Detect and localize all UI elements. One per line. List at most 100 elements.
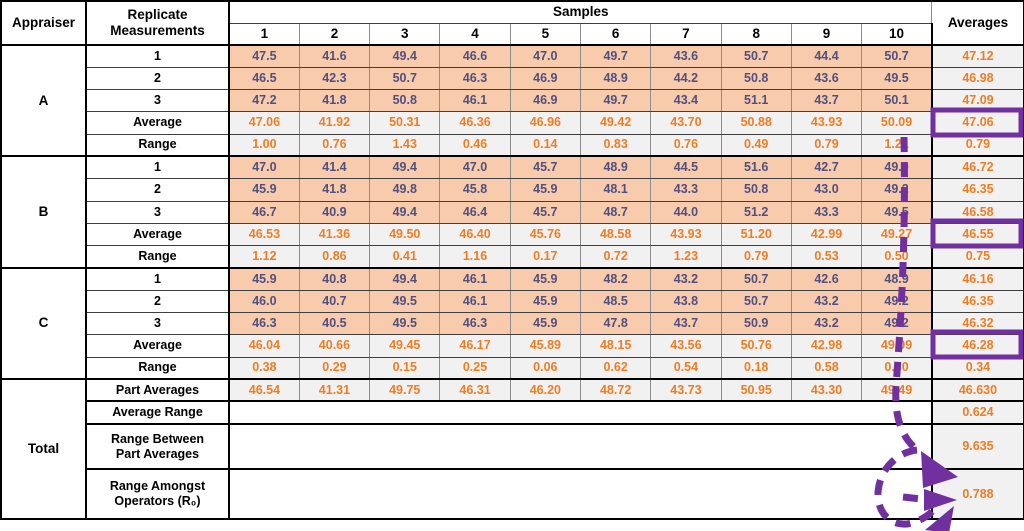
measurement-cell: 42.6 <box>790 266 863 291</box>
measurement-cell: 46.4 <box>439 200 511 224</box>
stat-cell: 46.31 <box>439 378 511 402</box>
row-label: 2 <box>85 289 230 314</box>
measurement-cell: 49.2 <box>861 312 933 336</box>
measurement-cell: 42.3 <box>298 66 371 91</box>
col-header-sample-8: 8 <box>720 22 792 46</box>
measurement-cell: 45.9 <box>509 312 581 336</box>
measurement-cell: 50.9 <box>720 312 792 336</box>
stat-cell: 0.50 <box>861 245 933 269</box>
measurement-cell: 45.9 <box>509 289 581 314</box>
row-label: Average Range <box>85 400 230 425</box>
measurement-cell: 46.6 <box>439 43 511 68</box>
table-body: A 1 47.5 41.6 49.4 46.6 47.0 49.7 43.6 50.7 44.4 50… <box>0 43 1024 520</box>
measurement-cell: 40.9 <box>298 200 371 224</box>
measurement-cell: 47.0 <box>509 43 581 68</box>
measurement-cell: 50.8 <box>720 66 792 91</box>
stat-cell: 46.40 <box>439 222 511 247</box>
measurement-cell: 45.9 <box>228 266 300 291</box>
measurement-cell: 46.7 <box>228 200 300 224</box>
row-label: Part Averages <box>85 378 230 402</box>
stat-cell: 41.36 <box>298 222 371 247</box>
row-label: 3 <box>85 200 230 224</box>
stat-cell: 0.41 <box>369 245 441 269</box>
average-cell: 46.16 <box>930 266 1024 291</box>
average-cell: 46.55 <box>930 222 1024 247</box>
stat-cell: 0.53 <box>790 245 863 269</box>
col-header-sample-3: 3 <box>369 22 441 46</box>
measurement-cell: 45.9 <box>509 266 581 291</box>
measurement-cell: 48.9 <box>579 66 652 91</box>
measurement-cell: 48.9 <box>579 155 652 180</box>
measurement-cell: 47.8 <box>579 312 652 336</box>
average-cell: 46.35 <box>930 178 1024 202</box>
measurement-cell: 47.5 <box>228 43 300 68</box>
measurement-cell: 42.7 <box>790 155 863 180</box>
measurement-cell: 40.5 <box>298 312 371 336</box>
col-header-sample-9: 9 <box>790 22 863 46</box>
stat-cell: 45.76 <box>509 222 581 247</box>
average-cell: 46.58 <box>930 200 1024 224</box>
measurement-cell: 43.2 <box>790 312 863 336</box>
row-label: 1 <box>85 266 230 291</box>
stat-cell: 0.25 <box>439 356 511 380</box>
stat-cell: 0.29 <box>298 356 371 380</box>
measurement-cell: 49.2 <box>861 289 933 314</box>
measurement-cell: 46.0 <box>228 289 300 314</box>
stat-cell: 40.66 <box>298 334 371 358</box>
stat-cell: 50.09 <box>861 111 933 135</box>
measurement-cell: 49.2 <box>861 178 933 202</box>
measurement-cell: 40.8 <box>298 266 371 291</box>
col-header-sample-5: 5 <box>509 22 581 46</box>
measurement-cell: 43.4 <box>650 89 722 113</box>
measurement-cell: 45.9 <box>509 178 581 202</box>
measurement-cell: 48.9 <box>861 266 933 291</box>
average-cell: 46.72 <box>930 155 1024 180</box>
average-cell: 0.624 <box>930 400 1024 425</box>
stat-cell: 49.42 <box>579 111 652 135</box>
stat-cell: 43.30 <box>790 378 863 402</box>
measurement-cell: 49.8 <box>369 178 441 202</box>
stat-cell: 50.88 <box>720 111 792 135</box>
stat-cell: 1.21 <box>861 133 933 157</box>
measurement-cell: 49.7 <box>579 43 652 68</box>
measurement-cell: 43.3 <box>790 200 863 224</box>
row-label: Range <box>85 356 230 380</box>
average-cell: 46.35 <box>930 289 1024 314</box>
measurement-cell: 45.7 <box>509 155 581 180</box>
stat-cell: 47.06 <box>228 111 300 135</box>
measurement-cell: 49.5 <box>861 66 933 91</box>
row-label: Range Amongst Operators (R₀) <box>85 468 230 520</box>
measurement-cell: 46.5 <box>228 66 300 91</box>
stat-cell: 0.62 <box>579 356 652 380</box>
measurement-cell: 45.8 <box>439 178 511 202</box>
row-label: Average <box>85 334 230 358</box>
measurement-cell: 43.3 <box>650 178 722 202</box>
stat-cell: 45.89 <box>509 334 581 358</box>
average-cell: 0.34 <box>930 356 1024 380</box>
stat-cell: 1.23 <box>650 245 722 269</box>
measurement-cell: 43.6 <box>650 43 722 68</box>
measurement-cell: 43.2 <box>650 266 722 291</box>
stat-cell: 49.27 <box>861 222 933 247</box>
stat-cell: 50.76 <box>720 334 792 358</box>
stat-cell: 50.31 <box>369 111 441 135</box>
stat-cell: 43.70 <box>650 111 722 135</box>
average-cell: 46.32 <box>930 312 1024 336</box>
col-header-sample-6: 6 <box>579 22 652 46</box>
col-header-sample-1: 1 <box>228 22 300 46</box>
average-cell: 0.75 <box>930 245 1024 269</box>
col-header-appraiser: Appraiser <box>0 0 87 46</box>
measurement-cell: 40.7 <box>298 289 371 314</box>
stat-cell: 49.49 <box>861 378 933 402</box>
average-cell: 47.12 <box>930 43 1024 68</box>
stat-cell: 48.58 <box>579 222 652 247</box>
stat-cell: 0.15 <box>369 356 441 380</box>
measurement-cell: 48.5 <box>579 289 652 314</box>
col-header-replicate-measurements: Replicate Measurements <box>85 0 230 46</box>
measurement-cell: 50.8 <box>369 89 441 113</box>
stat-cell: 46.17 <box>439 334 511 358</box>
stat-cell: 1.12 <box>228 245 300 269</box>
stat-cell: 1.43 <box>369 133 441 157</box>
stat-cell: 0.30 <box>861 356 933 380</box>
